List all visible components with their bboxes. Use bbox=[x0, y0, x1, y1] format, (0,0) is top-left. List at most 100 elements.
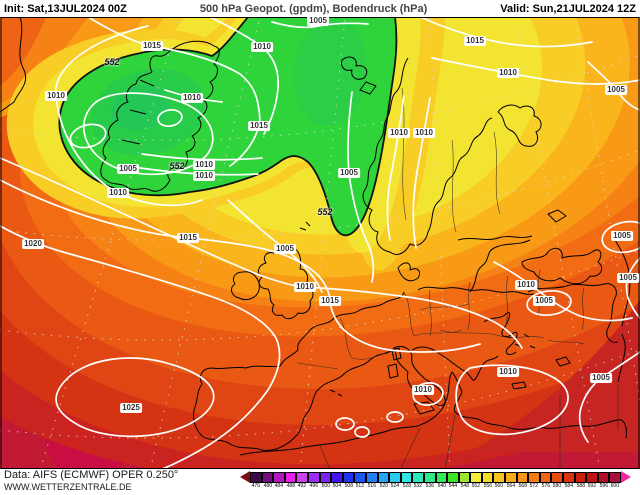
isobar-label: 1005 bbox=[605, 85, 627, 95]
isobar-label: 1005 bbox=[611, 231, 633, 241]
colorbar-tick: 544 bbox=[448, 483, 458, 489]
colorbar-tick: 548 bbox=[460, 483, 469, 489]
colorbar-cell bbox=[458, 471, 471, 483]
colorbar-tick: 588 bbox=[576, 483, 585, 489]
colorbar-cell bbox=[284, 471, 297, 483]
colorbar-cell bbox=[400, 471, 413, 483]
colorbar-tick: 484 bbox=[274, 483, 284, 489]
colorbar-tick: 512 bbox=[355, 483, 365, 489]
colorbar-cell bbox=[586, 471, 598, 483]
colorbar-cell bbox=[447, 471, 459, 483]
footer-bar: Data: AIFS (ECMWF) OPER 0.250° WWW.WETTE… bbox=[0, 469, 640, 495]
colorbar-tick: 488 bbox=[286, 483, 295, 489]
colorbar-tick: 596 bbox=[599, 483, 608, 489]
colorbar-tick: 592 bbox=[587, 483, 597, 489]
colorbar-cell bbox=[563, 471, 575, 483]
country-borders bbox=[297, 87, 619, 469]
website-text: WWW.WETTERZENTRALE.DE bbox=[4, 482, 132, 492]
colorbar-cell bbox=[423, 471, 436, 483]
geopotential-552-label: 552 bbox=[317, 207, 333, 217]
isobar-label: 1010 bbox=[107, 188, 129, 198]
isobar-label: 1010 bbox=[251, 42, 273, 52]
isobar-label: 1010 bbox=[193, 171, 215, 181]
header-bar: Init: Sat,13JUL2024 00Z 500 hPa Geopot. … bbox=[0, 0, 640, 17]
isobar-label: 1010 bbox=[193, 160, 215, 170]
colorbar-tick: 556 bbox=[483, 483, 492, 489]
colorbar-tick: 516 bbox=[367, 483, 376, 489]
isobar-label: 1005 bbox=[533, 296, 555, 306]
colorbar-cell bbox=[354, 471, 366, 483]
colorbar-tick: 524 bbox=[390, 483, 400, 489]
valid-time: Valid: Sun,21JUL2024 12Z bbox=[500, 2, 636, 15]
isobar-label: 1010 bbox=[412, 385, 434, 395]
isobar-label: 1005 bbox=[590, 373, 612, 383]
geopotential-fill-bands bbox=[0, 17, 640, 469]
colorbar-tick: 568 bbox=[518, 483, 527, 489]
isobar-label: 1015 bbox=[319, 296, 341, 306]
isobar-label: 1005 bbox=[307, 16, 329, 26]
colorbar-tick: 552 bbox=[471, 483, 481, 489]
colorbar-tick: 508 bbox=[344, 483, 353, 489]
data-source-text: Data: AIFS (ECMWF) OPER 0.250° bbox=[4, 469, 179, 481]
colorbar-right-arrow bbox=[621, 471, 631, 483]
colorbar-cell bbox=[377, 471, 390, 483]
colorbar-tick: 520 bbox=[379, 483, 388, 489]
colorbar-tick: 496 bbox=[309, 483, 318, 489]
colorbar-tick: 540 bbox=[437, 483, 446, 489]
colorbar-cell bbox=[365, 471, 378, 483]
colorbar-cell bbox=[250, 471, 262, 483]
colorbar-tick: 580 bbox=[553, 483, 562, 489]
colorbar-tick: 572 bbox=[529, 483, 539, 489]
isobar-label: 1010 bbox=[497, 367, 519, 377]
isobar-label: 1010 bbox=[515, 280, 537, 290]
colorbar-cell bbox=[551, 471, 564, 483]
colorbar-cell bbox=[597, 471, 610, 483]
colorbar-cell bbox=[481, 471, 494, 483]
colorbar-cell bbox=[539, 471, 552, 483]
isobar-label: 1010 bbox=[388, 128, 410, 138]
colorbar-cell bbox=[493, 471, 506, 483]
colorbar-cell bbox=[342, 471, 355, 483]
colorbar-cells bbox=[240, 471, 638, 483]
colorbar-cell bbox=[528, 471, 540, 483]
colorbar-cell bbox=[296, 471, 308, 483]
colorbar-tick: 492 bbox=[297, 483, 307, 489]
isobar-label: 1005 bbox=[274, 244, 296, 254]
colorbar-cell bbox=[470, 471, 482, 483]
colorbar-cell bbox=[307, 471, 320, 483]
colorbar-cell bbox=[505, 471, 517, 483]
colorbar-tick: 560 bbox=[495, 483, 504, 489]
colorbar-tick: 528 bbox=[402, 483, 411, 489]
isobar-label: 1005 bbox=[617, 273, 639, 283]
geopotential-552-label: 552 bbox=[169, 161, 185, 171]
isobar-label: 1015 bbox=[464, 36, 486, 46]
isobar-label: 1010 bbox=[181, 93, 203, 103]
colorbar-cell bbox=[412, 471, 424, 483]
colorbar-tick: 584 bbox=[564, 483, 574, 489]
colorbar-cell bbox=[435, 471, 448, 483]
isobar-label: 1005 bbox=[338, 168, 360, 178]
colorbar-cell bbox=[609, 471, 621, 483]
weather-map-graphic bbox=[0, 17, 640, 469]
map-title: 500 hPa Geopot. (gpdm), Bodendruck (hPa) bbox=[199, 2, 428, 15]
colorbar-tick: 532 bbox=[413, 483, 423, 489]
colorbar-cell bbox=[574, 471, 587, 483]
geopotential-colorbar: 476 480 484 488 492 496 500 504 508 512 516 520 524 5… bbox=[240, 471, 638, 489]
colorbar-tick: 480 bbox=[263, 483, 272, 489]
isobar-label: 1015 bbox=[248, 121, 270, 131]
init-time: Init: Sat,13JUL2024 00Z bbox=[4, 2, 127, 15]
colorbar-cell bbox=[516, 471, 529, 483]
colorbar-cell bbox=[273, 471, 285, 483]
map-canvas: 1015 1010 1005 1015 1010 1005 1010 1010 1015 1010… bbox=[0, 16, 640, 469]
isobar-label: 1010 bbox=[413, 128, 435, 138]
isobar-label: 1010 bbox=[294, 282, 316, 292]
colorbar-cell bbox=[389, 471, 401, 483]
isobar-label: 1015 bbox=[141, 41, 163, 51]
colorbar-tick: 536 bbox=[425, 483, 434, 489]
isobar-label: 1025 bbox=[120, 403, 142, 413]
colorbar-left-arrow bbox=[240, 471, 250, 483]
colorbar-tick: 476 bbox=[251, 483, 261, 489]
colorbar-cell bbox=[331, 471, 343, 483]
isobar-label: 1020 bbox=[22, 239, 44, 249]
